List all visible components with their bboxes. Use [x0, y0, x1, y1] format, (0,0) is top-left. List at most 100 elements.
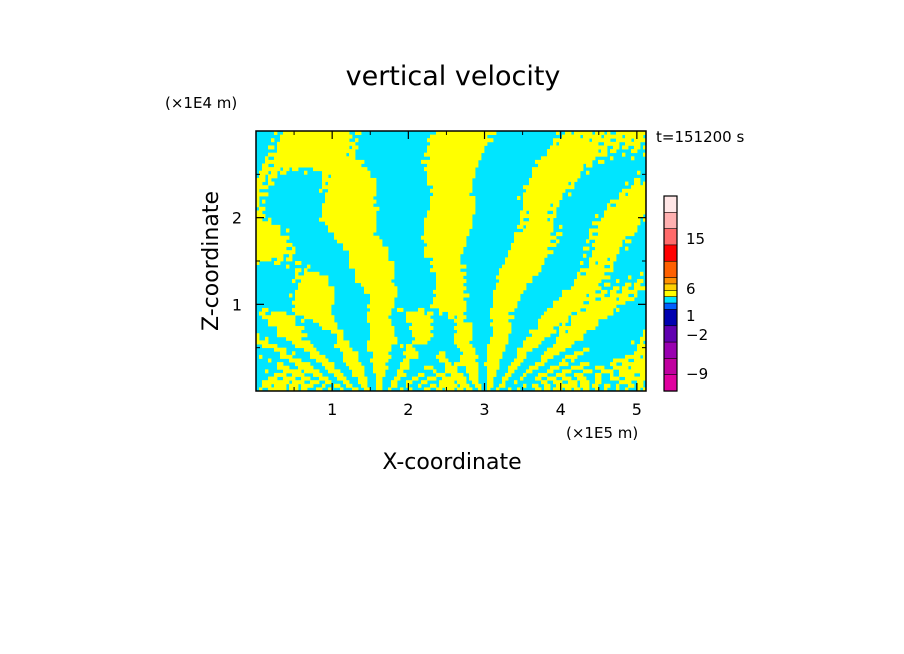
- positive-velocity-cell: [553, 387, 563, 391]
- positive-velocity-cell: [607, 206, 646, 211]
- positive-velocity-cell: [370, 322, 392, 327]
- positive-velocity-cell: [364, 286, 398, 291]
- positive-velocity-cell: [286, 336, 302, 341]
- positive-velocity-cell: [592, 253, 617, 258]
- positive-velocity-cell: [490, 307, 515, 312]
- positive-velocity-cell: [640, 336, 646, 341]
- positive-velocity-cell: [595, 380, 602, 385]
- positive-velocity-cell: [427, 138, 494, 143]
- positive-velocity-cell: [337, 239, 383, 244]
- positive-velocity-cell: [283, 376, 296, 381]
- positive-velocity-cell: [523, 199, 560, 204]
- positive-velocity-cell: [562, 376, 572, 381]
- positive-velocity-cell: [406, 318, 434, 323]
- positive-velocity-cell: [418, 383, 422, 388]
- positive-velocity-cell: [322, 185, 377, 190]
- positive-velocity-cell: [643, 181, 646, 186]
- positive-velocity-cell: [556, 372, 566, 377]
- positive-velocity-cell: [517, 347, 533, 352]
- positive-velocity-cell: [529, 217, 548, 222]
- positive-velocity-cell: [562, 322, 566, 327]
- positive-velocity-cell: [487, 369, 497, 374]
- positive-velocity-cell: [421, 380, 428, 385]
- positive-velocity-cell: [547, 152, 608, 157]
- positive-velocity-cell: [406, 311, 425, 316]
- positive-velocity-cell: [322, 210, 377, 215]
- y-axis: 12: [232, 173, 646, 349]
- positive-velocity-cell: [607, 203, 611, 208]
- positive-velocity-cell: [535, 387, 542, 391]
- positive-velocity-cell: [280, 170, 287, 175]
- positive-velocity-cell: [604, 134, 623, 139]
- positive-velocity-cell: [256, 210, 263, 215]
- y-axis-unit: (×1E4 m): [165, 94, 237, 112]
- positive-velocity-cell: [559, 297, 596, 302]
- positive-velocity-cell: [529, 210, 548, 215]
- positive-velocity-cell: [268, 358, 272, 363]
- positive-velocity-cell: [364, 289, 398, 294]
- positive-velocity-cell: [430, 383, 437, 388]
- positive-velocity-cell: [571, 365, 584, 370]
- positive-velocity-cell: [523, 206, 557, 211]
- positive-velocity-cell: [553, 203, 560, 208]
- positive-velocity-cell: [370, 307, 392, 312]
- positive-velocity-cell: [280, 351, 287, 356]
- positive-velocity-cell: [595, 131, 605, 136]
- positive-velocity-cell: [343, 351, 359, 356]
- positive-velocity-cell: [580, 268, 614, 273]
- positive-velocity-cell: [370, 293, 398, 298]
- positive-velocity-cell: [526, 224, 554, 229]
- positive-velocity-cell: [547, 149, 599, 154]
- positive-velocity-cell: [580, 383, 590, 388]
- positive-velocity-cell: [610, 362, 617, 367]
- positive-velocity-cell: [577, 275, 611, 280]
- positive-velocity-cell: [274, 163, 362, 168]
- positive-velocity-cell: [256, 336, 260, 341]
- positive-velocity-cell: [625, 181, 629, 186]
- positive-velocity-cell: [466, 365, 479, 370]
- positive-velocity-cell: [376, 376, 383, 381]
- positive-velocity-cell: [625, 141, 641, 146]
- positive-velocity-cell: [427, 145, 485, 150]
- positive-velocity-cell: [259, 206, 266, 211]
- positive-velocity-cell: [625, 354, 641, 359]
- positive-velocity-cell: [256, 199, 260, 204]
- positive-velocity-cell: [493, 300, 518, 305]
- positive-velocity-cell: [487, 380, 494, 385]
- positive-velocity-cell: [580, 261, 584, 266]
- positive-velocity-cell: [457, 315, 467, 320]
- positive-velocity-cell: [262, 199, 266, 204]
- positive-velocity-cell: [487, 376, 494, 381]
- positive-velocity-cell: [625, 376, 646, 381]
- positive-velocity-cell: [601, 217, 641, 222]
- positive-velocity-cell: [322, 214, 377, 219]
- positive-velocity-cell: [568, 329, 587, 334]
- positive-velocity-cell: [373, 362, 386, 367]
- positive-velocity-cell: [514, 380, 518, 385]
- positive-velocity-cell: [643, 152, 646, 157]
- positive-velocity-cell: [589, 300, 626, 305]
- positive-velocity-cell: [430, 206, 476, 211]
- positive-velocity-cell: [424, 246, 464, 251]
- positive-velocity-cell: [520, 214, 557, 219]
- positive-velocity-cell: [349, 261, 395, 266]
- positive-velocity-cell: [640, 271, 644, 276]
- positive-velocity-cell: [370, 358, 389, 363]
- positive-velocity-cell: [598, 232, 635, 237]
- positive-velocity-cell: [349, 250, 389, 255]
- positive-velocity-cell: [325, 192, 377, 197]
- positive-velocity-cell: [643, 333, 646, 338]
- positive-velocity-cell: [523, 196, 563, 201]
- positive-velocity-cell: [562, 369, 572, 374]
- positive-velocity-cell: [520, 210, 527, 215]
- positive-velocity-cell: [502, 380, 506, 385]
- positive-velocity-cell: [625, 239, 632, 244]
- positive-velocity-cell: [535, 159, 593, 164]
- positive-velocity-cell: [331, 174, 371, 179]
- colorbar-band: [663, 283, 678, 291]
- positive-velocity-cell: [493, 289, 524, 294]
- positive-velocity-cell: [376, 380, 383, 385]
- positive-velocity-cell: [301, 383, 314, 388]
- positive-velocity-cell: [559, 362, 569, 367]
- positive-velocity-cell: [457, 329, 473, 334]
